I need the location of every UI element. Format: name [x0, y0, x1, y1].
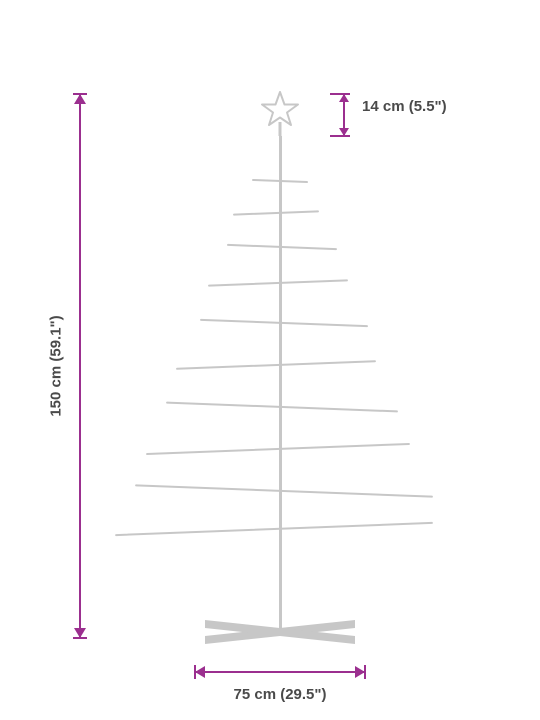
- arrow-left-icon: [195, 666, 205, 678]
- star-label: 14 cm (5.5"): [362, 98, 447, 115]
- height-label: 150 cm (59.1"): [48, 315, 65, 416]
- width-label: 75 cm (29.5"): [234, 686, 327, 703]
- diagram-canvas: 150 cm (59.1") 75 cm (29.5") 14 cm (5.5"…: [0, 0, 540, 720]
- tree-branch: [233, 210, 319, 215]
- tree-trunk: [279, 136, 282, 630]
- arrow-up-icon: [74, 94, 86, 104]
- arrow-down-icon: [339, 128, 349, 136]
- tree-branch: [115, 522, 433, 536]
- tree-branch: [176, 360, 376, 370]
- tree-base: [195, 616, 365, 646]
- arrow-up-icon: [339, 94, 349, 102]
- tree-branch: [227, 244, 337, 250]
- tree-star-icon: [260, 90, 300, 136]
- arrow-right-icon: [355, 666, 365, 678]
- tree-branch: [166, 402, 398, 413]
- arrow-down-icon: [74, 628, 86, 638]
- tree-branch: [135, 484, 433, 497]
- tree-branch: [200, 319, 368, 327]
